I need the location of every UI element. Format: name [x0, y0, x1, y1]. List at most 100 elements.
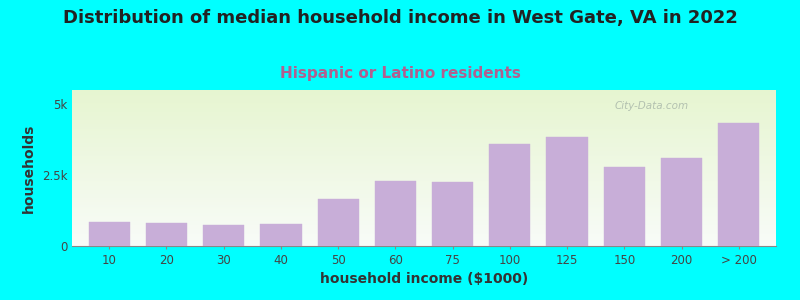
Bar: [72, 95, 776, 96]
Bar: [72, 102, 776, 103]
Bar: [72, 200, 776, 201]
Bar: [72, 173, 776, 174]
Bar: [72, 111, 776, 112]
Bar: [72, 165, 776, 166]
Bar: [72, 104, 776, 105]
Bar: [72, 90, 776, 91]
Bar: [72, 219, 776, 220]
Bar: [72, 93, 776, 94]
Bar: [72, 134, 776, 135]
Bar: [661, 158, 702, 246]
Bar: [72, 166, 776, 167]
Bar: [72, 190, 776, 191]
Bar: [72, 211, 776, 212]
Bar: [72, 195, 776, 196]
Bar: [72, 242, 776, 243]
Bar: [72, 156, 776, 157]
Bar: [72, 183, 776, 184]
Bar: [72, 230, 776, 231]
Bar: [72, 210, 776, 211]
Bar: [72, 122, 776, 123]
Bar: [72, 133, 776, 134]
Bar: [72, 223, 776, 224]
Bar: [72, 226, 776, 227]
Bar: [72, 126, 776, 127]
Bar: [72, 94, 776, 95]
Bar: [72, 145, 776, 146]
Bar: [490, 144, 530, 246]
Bar: [72, 157, 776, 158]
Bar: [72, 112, 776, 113]
Bar: [72, 232, 776, 233]
Bar: [72, 125, 776, 126]
Bar: [72, 182, 776, 183]
Bar: [72, 150, 776, 151]
Text: Hispanic or Latino residents: Hispanic or Latino residents: [279, 66, 521, 81]
Bar: [72, 228, 776, 229]
Bar: [72, 98, 776, 99]
Bar: [318, 199, 358, 246]
Bar: [72, 162, 776, 163]
Bar: [72, 129, 776, 130]
Bar: [146, 223, 187, 246]
Bar: [72, 216, 776, 217]
Bar: [72, 146, 776, 147]
Bar: [72, 236, 776, 237]
Bar: [72, 123, 776, 124]
Text: City-Data.com: City-Data.com: [614, 101, 688, 111]
Bar: [72, 238, 776, 239]
Bar: [72, 127, 776, 128]
Bar: [72, 185, 776, 186]
Bar: [72, 154, 776, 155]
Bar: [72, 193, 776, 194]
Bar: [72, 106, 776, 107]
Bar: [72, 189, 776, 190]
Bar: [72, 202, 776, 203]
Bar: [72, 176, 776, 177]
Bar: [203, 225, 244, 246]
Bar: [72, 99, 776, 100]
Bar: [72, 177, 776, 178]
Bar: [72, 234, 776, 235]
Bar: [72, 161, 776, 162]
Bar: [72, 227, 776, 228]
Bar: [72, 107, 776, 108]
Bar: [72, 212, 776, 213]
Bar: [72, 197, 776, 198]
Bar: [72, 148, 776, 149]
Bar: [72, 241, 776, 242]
Bar: [72, 142, 776, 143]
Bar: [72, 207, 776, 208]
Bar: [72, 117, 776, 118]
Bar: [72, 199, 776, 200]
Bar: [72, 187, 776, 188]
Bar: [72, 164, 776, 165]
Bar: [72, 198, 776, 199]
Bar: [72, 235, 776, 236]
Bar: [72, 119, 776, 120]
Bar: [72, 171, 776, 172]
Bar: [72, 243, 776, 244]
Bar: [72, 233, 776, 234]
Bar: [72, 132, 776, 133]
Bar: [72, 180, 776, 181]
Bar: [72, 113, 776, 114]
Bar: [72, 206, 776, 207]
Bar: [72, 169, 776, 170]
Bar: [72, 92, 776, 93]
Bar: [72, 201, 776, 202]
Bar: [374, 181, 416, 246]
Bar: [72, 152, 776, 153]
Bar: [72, 220, 776, 221]
Bar: [72, 136, 776, 137]
Bar: [72, 218, 776, 219]
Bar: [72, 224, 776, 225]
Bar: [72, 120, 776, 121]
Bar: [72, 143, 776, 144]
Bar: [72, 155, 776, 156]
Bar: [72, 196, 776, 197]
Bar: [72, 172, 776, 173]
Bar: [260, 224, 302, 246]
Bar: [718, 123, 759, 246]
Bar: [72, 118, 776, 119]
